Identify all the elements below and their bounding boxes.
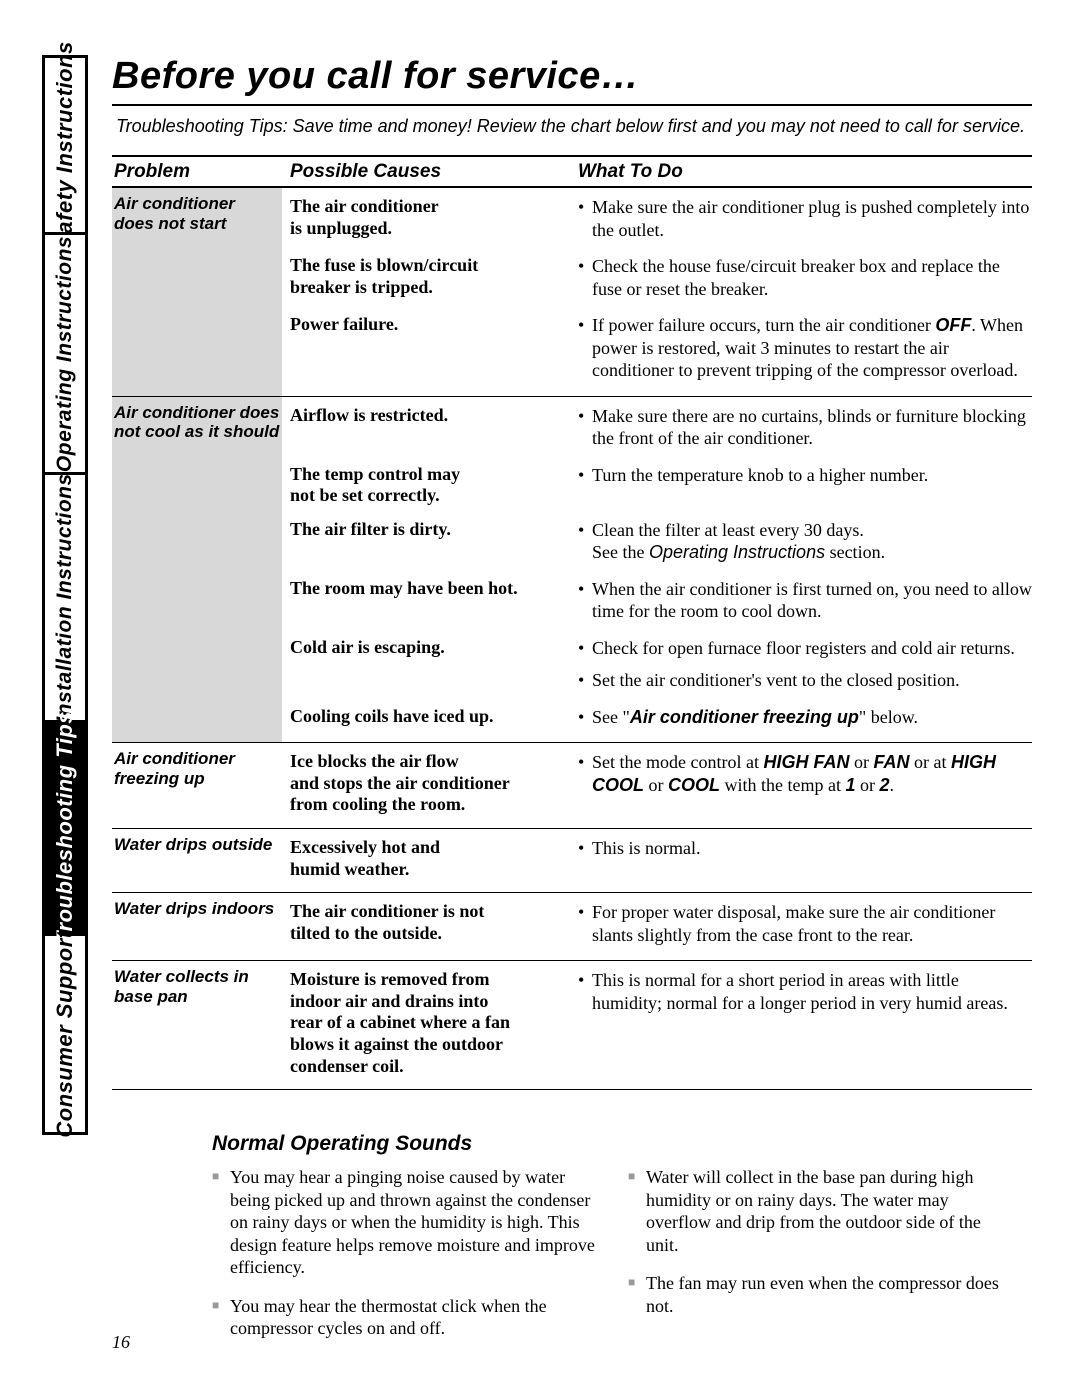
possible-cause: Cooling coils have iced up. [290,706,578,731]
subtitle: Troubleshooting Tips: Save time and mone… [116,116,1032,137]
nos-item: You may hear the thermostat click when t… [212,1295,600,1340]
possible-cause: The air conditioneris unplugged. [290,196,578,243]
cause-row: Excessively hot andhumid weather.This is… [290,835,1032,886]
table-body: Air conditionerdoes not startThe air con… [112,188,1032,1090]
side-tabs: Safety Instructions Operating Instructio… [42,55,88,1335]
possible-cause: The room may have been hot. [290,578,578,625]
what-to-do-item: Turn the temperature knob to a higher nu… [578,464,1032,489]
cause-row: The air conditioner is nottilted to the … [290,899,1032,954]
problem-label: Air conditioner doesnot cool as it shoul… [114,403,290,442]
cause-row: The fuse is blown/circuitbreaker is trip… [290,249,1032,308]
possible-cause: The temp control maynot be set correctly… [290,464,578,507]
tab-safety[interactable]: Safety Instructions [42,55,88,235]
tab-operating[interactable]: Operating Instructions [42,235,88,475]
possible-cause: Ice blocks the air flowand stops the air… [290,751,578,816]
what-to-do-item: If power failure occurs, turn the air co… [578,314,1032,384]
possible-cause: Cold air is escaping. [290,637,578,694]
what-to-do-item: Set the mode control at HIGH FAN or FAN … [578,751,1032,798]
page-title: Before you call for service… [112,55,1032,98]
content-area: Before you call for service… Troubleshoo… [112,55,1032,1356]
tab-troubleshooting[interactable]: Troubleshooting Tips [42,723,88,936]
what-to-do-item: Check for open furnace floor registers a… [578,637,1032,662]
what-to-do-item: This is normal. [578,837,1032,862]
problem-label: Water drips indoors [114,899,290,919]
tab-consumer-support[interactable]: Consumer Support [42,936,88,1135]
cause-row: The room may have been hot.When the air … [290,572,1032,631]
cause-row: The air conditioneris unplugged.Make sur… [290,194,1032,249]
nos-item: You may hear a pinging noise caused by w… [212,1166,600,1279]
problem-label: Air conditionerfreezing up [114,749,290,788]
cause-row: The air filter is dirty.Clean the filter… [290,513,1032,572]
what-to-do-item: Check the house fuse/circuit breaker box… [578,255,1032,302]
possible-cause: Power failure. [290,314,578,384]
normal-operating-sounds: Normal Operating Sounds You may hear a p… [112,1132,1032,1356]
tab-label: Operating Instructions [53,235,77,471]
problem-label: Water collects inbase pan [114,967,290,1006]
possible-cause: The air filter is dirty. [290,519,578,566]
possible-cause: The fuse is blown/circuitbreaker is trip… [290,255,578,302]
cause-row: Cooling coils have iced up.See "Air cond… [290,700,1032,737]
header-todo: What To Do [578,161,1032,183]
table-section: Water collects inbase panMoisture is rem… [112,961,1032,1090]
cause-row: Moisture is removed fromindoor air and d… [290,967,1032,1083]
cause-row: Airflow is restricted.Make sure there ar… [290,403,1032,458]
tab-label: Troubleshooting Tips [52,711,78,945]
header-causes: Possible Causes [290,161,578,183]
tab-label: Consumer Support [52,930,78,1137]
what-to-do-item: See "Air conditioner freezing up" below. [578,706,1032,731]
table-section: Water drips outsideExcessively hot andhu… [112,829,1032,893]
nos-item: The fan may run even when the compressor… [628,1272,1016,1317]
what-to-do-item: Clean the filter at least every 30 days.… [578,519,1032,566]
tab-installation[interactable]: Installation Instructions [42,475,88,723]
tab-label: Installation Instructions [53,473,77,722]
what-to-do-item: For proper water disposal, make sure the… [578,901,1032,948]
tab-label: Safety Instructions [52,41,78,249]
nos-col-right: Water will collect in the base pan durin… [628,1166,1016,1356]
cause-row: Cold air is escaping.Check for open furn… [290,631,1032,700]
possible-cause: The air conditioner is nottilted to the … [290,901,578,948]
troubleshooting-table: Problem Possible Causes What To Do Air c… [112,155,1032,1090]
page-number: 16 [112,1332,130,1353]
nos-item: Water will collect in the base pan durin… [628,1166,1016,1256]
table-header-row: Problem Possible Causes What To Do [112,155,1032,188]
what-to-do-item: This is normal for a short period in are… [578,969,1032,1016]
table-section: Air conditionerfreezing upIce blocks the… [112,743,1032,829]
cause-row: The temp control maynot be set correctly… [290,458,1032,513]
problem-label: Water drips outside [114,835,290,855]
what-to-do-item: Set the air conditioner's vent to the cl… [578,669,1032,694]
nos-col-left: You may hear a pinging noise caused by w… [212,1166,600,1356]
nos-columns: You may hear a pinging noise caused by w… [212,1166,1032,1356]
possible-cause: Moisture is removed fromindoor air and d… [290,969,578,1077]
what-to-do-item: Make sure there are no curtains, blinds … [578,405,1032,452]
table-section: Air conditionerdoes not startThe air con… [112,188,1032,397]
table-section: Air conditioner doesnot cool as it shoul… [112,397,1032,744]
problem-label: Air conditionerdoes not start [114,194,290,233]
manual-page: Safety Instructions Operating Instructio… [0,0,1080,1397]
nos-title: Normal Operating Sounds [212,1132,1032,1156]
possible-cause: Excessively hot andhumid weather. [290,837,578,880]
header-problem: Problem [112,161,290,183]
cause-row: Ice blocks the air flowand stops the air… [290,749,1032,822]
cause-row: Power failure.If power failure occurs, t… [290,308,1032,390]
table-section: Water drips indoorsThe air conditioner i… [112,893,1032,961]
what-to-do-item: Make sure the air conditioner plug is pu… [578,196,1032,243]
possible-cause: Airflow is restricted. [290,405,578,452]
what-to-do-item: When the air conditioner is first turned… [578,578,1032,625]
title-rule [112,104,1032,106]
